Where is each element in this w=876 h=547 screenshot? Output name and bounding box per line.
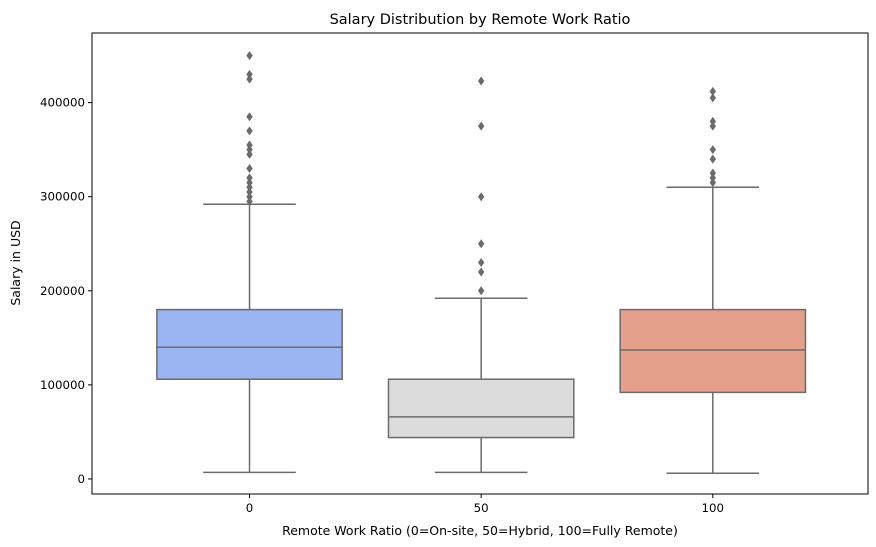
outlier-point bbox=[477, 121, 485, 131]
y-tick-label: 300000 bbox=[40, 190, 85, 204]
x-tick-label: 50 bbox=[474, 501, 489, 515]
y-axis: 0 100000 200000 300000 400000 bbox=[40, 96, 92, 486]
y-tick-label: 200000 bbox=[40, 284, 85, 298]
outlier-point bbox=[477, 76, 485, 86]
x-axis: 0 50 100 bbox=[246, 494, 724, 515]
outlier-point bbox=[709, 145, 716, 155]
outlier-point bbox=[477, 286, 485, 296]
box-group-100 bbox=[619, 86, 807, 475]
outlier-point bbox=[246, 149, 253, 159]
outlier-point bbox=[246, 187, 253, 197]
plot-frame bbox=[91, 32, 869, 495]
outlier-point bbox=[709, 116, 716, 126]
y-axis-label: Salary in USD bbox=[8, 220, 23, 305]
iqr-box bbox=[619, 308, 807, 394]
iqr-box bbox=[156, 308, 343, 380]
outlier-point bbox=[246, 145, 253, 155]
outlier-point bbox=[246, 196, 253, 206]
x-axis-label: Remote Work Ratio (0=On-site, 50=Hybrid,… bbox=[282, 523, 678, 538]
outlier-point bbox=[477, 192, 485, 202]
outlier-point bbox=[246, 51, 253, 61]
outlier-point bbox=[709, 168, 716, 178]
outlier-point bbox=[709, 173, 716, 183]
outlier-point bbox=[477, 239, 485, 249]
outlier-point bbox=[477, 267, 485, 277]
outlier-point bbox=[246, 69, 253, 79]
y-tick-label: 0 bbox=[77, 472, 85, 486]
outlier-point bbox=[246, 112, 253, 122]
box-group-50 bbox=[387, 76, 575, 474]
outlier-point bbox=[246, 178, 253, 188]
outlier-point bbox=[246, 192, 253, 202]
outlier-point bbox=[246, 182, 253, 192]
plot-area bbox=[156, 51, 807, 475]
y-tick-label: 100000 bbox=[40, 378, 85, 392]
x-tick-label: 0 bbox=[246, 501, 254, 515]
outlier-point bbox=[246, 140, 253, 150]
chart-title: Salary Distribution by Remote Work Ratio bbox=[330, 12, 631, 28]
outlier-point bbox=[709, 93, 716, 103]
y-tick-label: 400000 bbox=[40, 96, 85, 110]
outlier-point bbox=[246, 126, 253, 136]
outlier-point bbox=[709, 154, 716, 164]
outlier-point bbox=[709, 121, 716, 131]
outlier-point bbox=[246, 173, 253, 183]
outlier-point bbox=[709, 86, 716, 96]
outlier-point bbox=[246, 74, 253, 84]
iqr-box bbox=[387, 378, 575, 439]
x-tick-label: 100 bbox=[702, 501, 725, 515]
outlier-point bbox=[709, 178, 716, 188]
outlier-point bbox=[477, 258, 485, 268]
box-group-0 bbox=[156, 51, 343, 474]
outlier-point bbox=[246, 163, 253, 173]
